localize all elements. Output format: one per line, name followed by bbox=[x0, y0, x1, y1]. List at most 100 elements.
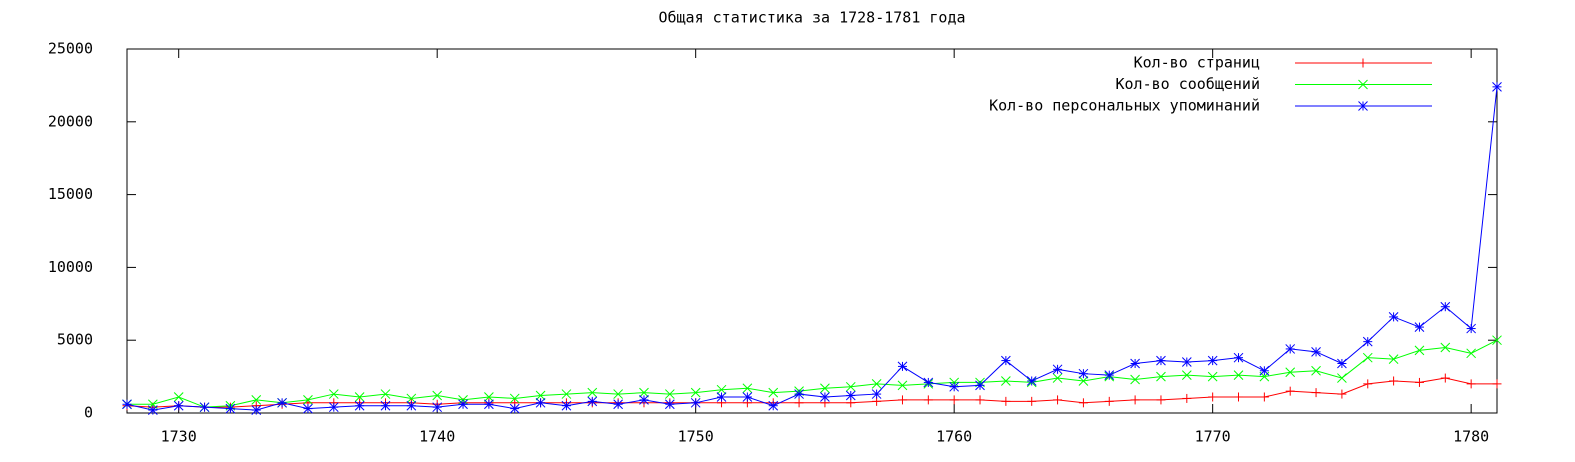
marker-stroke bbox=[1052, 364, 1063, 375]
point-marker bbox=[1130, 358, 1140, 369]
point-marker bbox=[1001, 355, 1011, 366]
point-marker bbox=[975, 380, 985, 391]
y-tick-label: 0 bbox=[84, 404, 93, 422]
marker-stroke bbox=[1466, 323, 1477, 334]
point-marker bbox=[742, 383, 753, 394]
point-marker bbox=[1104, 370, 1115, 380]
marker-stroke bbox=[509, 403, 520, 414]
marker-stroke bbox=[432, 402, 443, 413]
point-marker bbox=[664, 389, 675, 399]
point-marker bbox=[1182, 393, 1192, 403]
point-marker bbox=[1337, 373, 1347, 383]
marker-stroke bbox=[535, 390, 546, 401]
point-marker bbox=[690, 387, 701, 398]
point-marker bbox=[716, 384, 727, 395]
marker-stroke bbox=[1181, 357, 1192, 367]
marker-stroke bbox=[509, 393, 520, 404]
point-marker bbox=[664, 399, 675, 410]
point-marker bbox=[923, 395, 933, 405]
point-marker bbox=[1358, 79, 1368, 90]
point-marker bbox=[354, 392, 365, 402]
marker-stroke bbox=[1492, 82, 1502, 92]
marker-stroke bbox=[1001, 376, 1011, 386]
plot-border bbox=[126, 48, 1498, 414]
point-marker bbox=[690, 397, 701, 408]
marker-stroke bbox=[354, 392, 365, 402]
y-tick-label: 25000 bbox=[48, 40, 93, 58]
marker-stroke bbox=[1285, 367, 1296, 378]
point-marker bbox=[1285, 344, 1296, 354]
marker-stroke bbox=[173, 392, 184, 402]
point-marker bbox=[1492, 82, 1502, 92]
marker-stroke bbox=[1414, 322, 1425, 332]
marker-stroke bbox=[820, 383, 830, 394]
marker-stroke bbox=[458, 399, 468, 410]
marker-stroke bbox=[690, 387, 701, 398]
marker-stroke bbox=[1388, 354, 1399, 364]
point-marker bbox=[1078, 376, 1089, 386]
point-marker bbox=[871, 379, 882, 389]
marker-stroke bbox=[561, 389, 572, 399]
point-marker bbox=[845, 390, 856, 401]
marker-stroke bbox=[484, 392, 494, 402]
point-marker bbox=[406, 393, 417, 404]
point-marker bbox=[1026, 376, 1037, 386]
point-marker bbox=[587, 387, 598, 398]
point-marker bbox=[535, 397, 546, 408]
point-marker bbox=[794, 389, 804, 399]
point-marker bbox=[845, 381, 856, 392]
x-tick-label: 1740 bbox=[419, 428, 455, 446]
marker-stroke bbox=[1156, 355, 1166, 366]
marker-stroke bbox=[1207, 371, 1218, 382]
point-marker bbox=[1414, 345, 1425, 356]
marker-stroke bbox=[975, 380, 985, 391]
marker-stroke bbox=[949, 381, 960, 392]
point-marker bbox=[975, 395, 985, 405]
marker-stroke bbox=[406, 400, 417, 411]
marker-stroke bbox=[1492, 335, 1502, 346]
marker-stroke bbox=[768, 400, 779, 411]
marker-stroke bbox=[1337, 358, 1347, 369]
marker-stroke bbox=[199, 402, 210, 413]
point-marker bbox=[1337, 389, 1347, 399]
point-marker bbox=[1466, 348, 1477, 359]
marker-stroke bbox=[1078, 368, 1089, 379]
point-marker bbox=[820, 392, 830, 402]
marker-stroke bbox=[1285, 344, 1296, 354]
marker-stroke bbox=[1362, 352, 1373, 363]
point-marker bbox=[561, 389, 572, 399]
marker-stroke bbox=[1466, 348, 1477, 359]
point-marker bbox=[277, 397, 287, 408]
point-marker bbox=[1388, 312, 1399, 322]
marker-stroke bbox=[432, 390, 443, 401]
point-marker bbox=[897, 380, 908, 391]
marker-stroke bbox=[768, 387, 779, 398]
point-marker bbox=[199, 402, 210, 413]
point-marker bbox=[639, 395, 649, 405]
marker-stroke bbox=[794, 389, 804, 399]
marker-stroke bbox=[122, 399, 132, 410]
point-marker bbox=[484, 399, 494, 410]
legend-label: Кол-во страниц bbox=[1134, 54, 1260, 72]
marker-stroke bbox=[1001, 355, 1011, 366]
marker-stroke bbox=[354, 400, 365, 411]
point-marker bbox=[1358, 58, 1368, 68]
point-marker bbox=[1208, 392, 1218, 402]
point-marker bbox=[1440, 373, 1450, 383]
point-marker bbox=[1181, 370, 1192, 380]
marker-stroke bbox=[1440, 301, 1451, 312]
point-marker bbox=[303, 395, 313, 405]
point-marker bbox=[354, 400, 365, 411]
marker-stroke bbox=[820, 392, 830, 402]
point-marker bbox=[1414, 377, 1424, 387]
point-marker bbox=[122, 399, 132, 410]
marker-stroke bbox=[1233, 352, 1244, 363]
x-tick-label: 1730 bbox=[161, 428, 197, 446]
point-marker bbox=[871, 389, 882, 399]
point-marker bbox=[1389, 376, 1399, 386]
point-marker bbox=[561, 400, 572, 411]
marker-stroke bbox=[535, 397, 546, 408]
point-marker bbox=[1466, 379, 1476, 389]
point-marker bbox=[1311, 365, 1321, 376]
